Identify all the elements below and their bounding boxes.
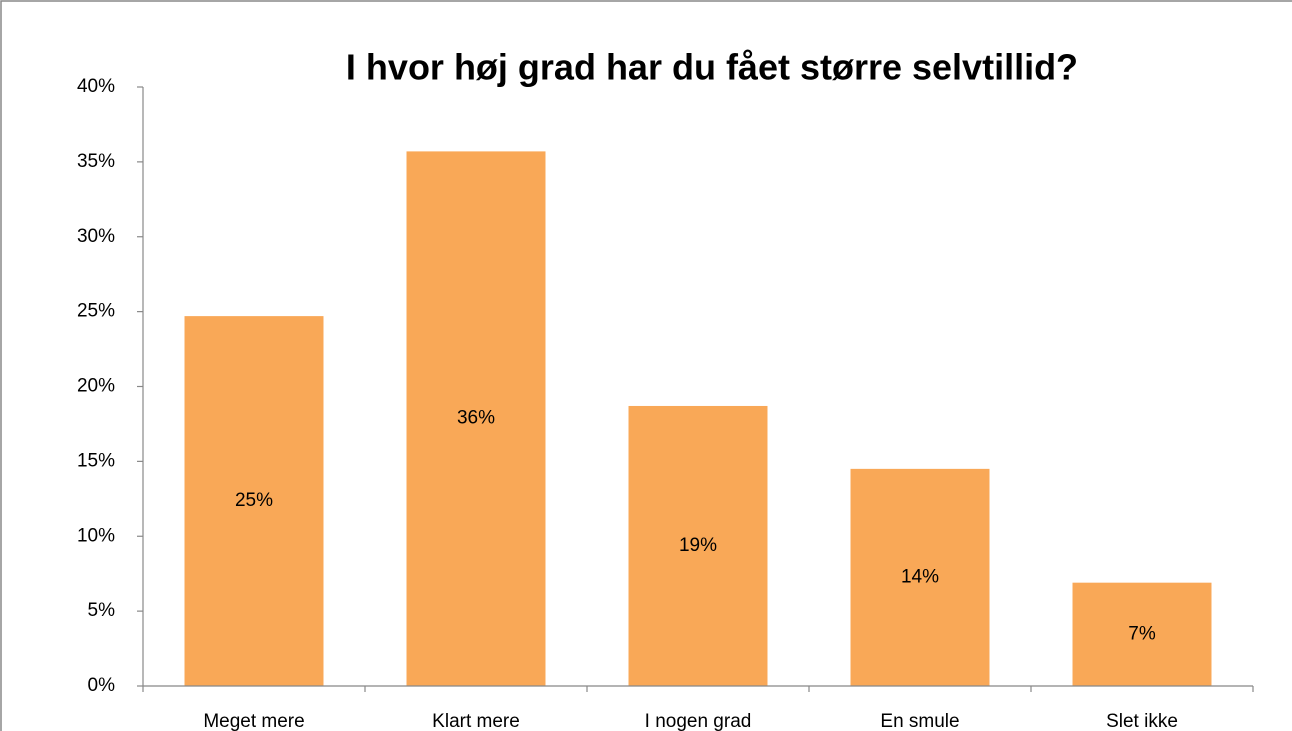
y-tick-label: 15% [77,450,115,471]
y-tick-label: 30% [77,226,115,247]
x-tick-label: I nogen grad [645,711,752,731]
bar [628,405,768,686]
y-tick-label: 25% [77,301,115,322]
x-tick-label: En smule [880,711,959,731]
value-label: 25% [235,490,273,511]
y-tick-label: 10% [77,525,115,546]
y-tick-label: 5% [88,600,116,621]
bar [1072,582,1212,686]
x-tick-label: Meget mere [203,711,304,731]
x-tick-label: Klart mere [432,711,520,731]
bar [184,316,324,686]
value-label: 7% [1128,623,1156,644]
value-label: 36% [457,408,495,429]
chart-title: I hvor høj grad har du fået større selvt… [346,47,1078,88]
bar [850,468,990,686]
bar [406,151,546,686]
y-tick-label: 20% [77,376,115,397]
y-tick-label: 40% [77,76,115,97]
y-tick-label: 0% [88,675,116,696]
value-label: 19% [679,535,717,556]
value-label: 14% [901,566,939,587]
y-tick-label: 35% [77,151,115,172]
x-tick-label: Slet ikke [1106,711,1178,731]
